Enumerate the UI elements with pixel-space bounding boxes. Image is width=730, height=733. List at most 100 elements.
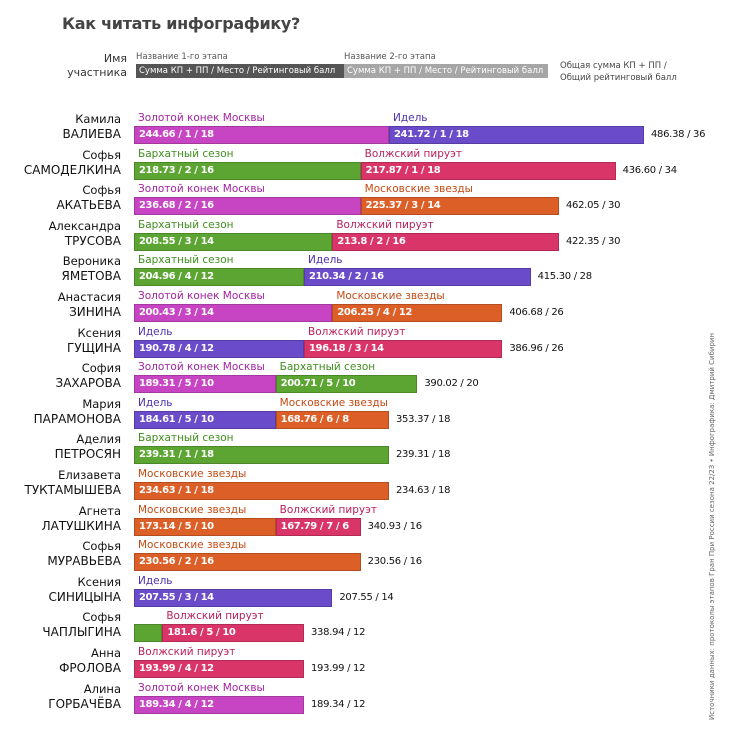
stage-name-label: Идель bbox=[138, 396, 173, 409]
bar-value-label: 241.72 / 1 / 18 bbox=[394, 129, 469, 140]
stage-name-label: Московские звезды bbox=[138, 539, 247, 552]
bar-value-label: 189.34 / 4 / 12 bbox=[139, 698, 214, 710]
total-label: 406.68 / 26 bbox=[509, 306, 564, 318]
chart-row: Елизавета ТУКТАМЫШЕВА 234.63 / 1 / 18 Моско… bbox=[0, 466, 690, 502]
total-label: 390.02 / 20 bbox=[424, 378, 479, 390]
chart-row: Софья САМОДЕЛКИНА 218.73 / 2 / 16 Бархатный… bbox=[0, 146, 690, 182]
stage-name-label: Волжский пируэт bbox=[279, 503, 378, 516]
stage-name-label: Идель bbox=[138, 325, 173, 338]
bar-value-label: 168.76 / 6 / 8 bbox=[280, 413, 350, 425]
stage-name-label: Волжский пируэт bbox=[138, 645, 236, 658]
athlete-last-name: САМОДЕЛКИНА bbox=[23, 162, 121, 177]
bar-segment: 189.31 / 5 / 10 bbox=[134, 375, 276, 394]
total-label: 207.55 / 14 bbox=[339, 591, 394, 603]
bar-value-label: 190.78 / 4 / 12 bbox=[139, 342, 214, 354]
chart-row: София ЗАХАРОВА 189.31 / 5 / 10 Золотой коне… bbox=[0, 359, 690, 395]
chart-row: Анастасия ЗИНИНА 200.43 / 3 / 14 Золотой ко… bbox=[0, 288, 690, 324]
stage-name-label: Московские звезды bbox=[138, 503, 247, 516]
athlete-last-name: ПАРАМОНОВА bbox=[33, 411, 121, 426]
bar-segment: 167.79 / 7 / 6 bbox=[275, 517, 361, 536]
athlete-first-name: Елизавета bbox=[58, 467, 121, 482]
chart-row: Алина ГОРБАЧЁВА 189.34 / 4 / 12 Золотой кон… bbox=[0, 680, 690, 716]
bar-value-label: 239.31 / 1 / 18 bbox=[139, 449, 214, 461]
bar-value-label: 173.14 / 5 / 10 bbox=[139, 520, 214, 532]
bar-value-label: 213.8 / 2 / 16 bbox=[337, 235, 406, 247]
chart-row: Аделия ПЕТРОСЯН 239.31 / 1 / 18 Бархатный с… bbox=[0, 430, 690, 466]
bar-segment bbox=[134, 624, 163, 643]
athlete-last-name: АКАТЬЕВА bbox=[56, 198, 121, 213]
credits: Источники данных: протоколы этапов Гран … bbox=[708, 332, 716, 720]
chart-row: Ксения ГУЩИНА 190.78 / 4 / 12 Идель 196.18 /… bbox=[0, 324, 690, 360]
chart-row: Ксения СИНИЦЫНА 207.55 / 3 / 14 Идель 207.55… bbox=[0, 573, 690, 609]
legend-stage1-label: Название 1-го этапа bbox=[136, 52, 228, 62]
total-label: 436.60 / 34 bbox=[622, 164, 677, 176]
athlete-first-name: Софья bbox=[82, 610, 121, 625]
bar-value-label: 193.99 / 4 / 12 bbox=[139, 662, 214, 674]
legend-stage2-bar: Сумма КП + ПП / Место / Рейтинговый балл bbox=[344, 64, 548, 78]
athlete-first-name: Александра bbox=[48, 218, 121, 233]
athlete-first-name: Вероника bbox=[62, 254, 121, 269]
stage-name-label: Волжский пируэт bbox=[308, 325, 406, 338]
stage-name-label: Идель bbox=[393, 112, 428, 124]
total-label: 193.99 / 12 bbox=[311, 662, 366, 674]
bar-segment: 193.99 / 4 / 12 bbox=[134, 659, 304, 678]
bar-value-label: 210.34 / 2 / 16 bbox=[309, 271, 384, 283]
athlete-last-name: ЗИНИНА bbox=[69, 304, 121, 319]
bar-value-label: 167.79 / 7 / 6 bbox=[280, 520, 350, 532]
legend-stage1-bar: Сумма КП + ПП / Место / Рейтинговый балл bbox=[136, 64, 344, 78]
bar-value-label: 217.87 / 1 / 18 bbox=[365, 164, 441, 176]
bar-value-label: 230.56 / 2 / 16 bbox=[139, 556, 214, 568]
stage-name-label: Золотой конек Москвы bbox=[138, 681, 265, 694]
bar-segment: 204.96 / 4 / 12 bbox=[134, 268, 304, 287]
bar-value-label: 244.66 / 1 / 18 bbox=[139, 129, 214, 140]
athlete-first-name: Анна bbox=[91, 645, 121, 660]
bar-value-label: 204.96 / 4 / 12 bbox=[139, 271, 214, 283]
legend-name-line: участника bbox=[67, 66, 127, 79]
bar-segment: 236.68 / 2 / 16 bbox=[134, 197, 361, 216]
bar-segment: 225.37 / 3 / 14 bbox=[360, 197, 559, 216]
chart-row: Мария ПАРАМОНОВА 184.61 / 5 / 10 Идель 168.7… bbox=[0, 395, 690, 431]
total-label: 353.37 / 18 bbox=[396, 413, 451, 425]
total-label: 340.93 / 16 bbox=[367, 520, 422, 532]
bar-value-label: 218.73 / 2 / 16 bbox=[139, 164, 214, 176]
athlete-last-name: ФРОЛОВА bbox=[59, 660, 121, 675]
stage-name-label: Московские звезды bbox=[364, 183, 473, 196]
stage-name-label: Бархатный сезон bbox=[138, 432, 234, 445]
bar-segment: 213.8 / 2 / 16 bbox=[332, 232, 559, 251]
bar-segment: 196.18 / 3 / 14 bbox=[304, 339, 503, 358]
stage-name-label: Волжский пируэт bbox=[336, 218, 434, 231]
stage-name-label: Золотой конек Москвы bbox=[138, 112, 265, 124]
bar-value-label: 225.37 / 3 / 14 bbox=[365, 200, 441, 212]
bar-segment: 234.63 / 1 / 18 bbox=[134, 481, 389, 500]
chart-rows: Камила ВАЛИЕВА 244.66 / 1 / 18 Золотой коне… bbox=[0, 110, 705, 716]
bar-value-label: 234.63 / 1 / 18 bbox=[139, 484, 214, 496]
stage-name-label: Золотой конек Москвы bbox=[138, 183, 265, 196]
athlete-first-name: София bbox=[81, 361, 121, 376]
total-label: 422.35 / 30 bbox=[566, 235, 621, 247]
athlete-first-name: Алина bbox=[83, 681, 121, 696]
chart-row: Софья МУРАВЬЕВА 230.56 / 2 / 16 Московские … bbox=[0, 537, 690, 573]
bar-segment: 168.76 / 6 / 8 bbox=[275, 410, 389, 429]
total-label: 386.96 / 26 bbox=[509, 342, 564, 354]
stage-name-label: Волжский пируэт bbox=[166, 610, 264, 623]
stage-name-label: Золотой конек Москвы bbox=[138, 289, 265, 302]
total-label: 189.34 / 12 bbox=[311, 698, 366, 710]
stage-name-label: Бархатный сезон bbox=[138, 254, 234, 267]
legend-name-label: Имя участника bbox=[40, 52, 127, 80]
bar-segment: 239.31 / 1 / 18 bbox=[134, 446, 389, 465]
total-label: 234.63 / 18 bbox=[396, 484, 451, 496]
athlete-last-name: ГУЩИНА bbox=[67, 340, 121, 355]
legend-stage2-label: Название 2-го этапа bbox=[344, 52, 436, 62]
bar-value-label: 207.55 / 3 / 14 bbox=[139, 591, 214, 603]
athlete-first-name: Ксения bbox=[77, 574, 121, 589]
athlete-first-name: Камила bbox=[75, 112, 121, 126]
stage-name-label: Московские звезды bbox=[336, 289, 445, 302]
bar-segment: 208.55 / 3 / 14 bbox=[134, 232, 333, 251]
bar-segment: 184.61 / 5 / 10 bbox=[134, 410, 276, 429]
athlete-last-name: ПЕТРОСЯН bbox=[54, 447, 121, 462]
bar-value-label: 200.71 / 5 / 10 bbox=[280, 378, 356, 390]
chart-row: Александра ТРУСОВА 208.55 / 3 / 14 Бархатны… bbox=[0, 217, 690, 253]
legend-total-label: Общая сумма КП + ПП / Общий рейтинговый б… bbox=[560, 60, 677, 84]
athlete-last-name: МУРАВЬЕВА bbox=[47, 554, 121, 569]
bar-segment: 210.34 / 2 / 16 bbox=[304, 268, 531, 287]
